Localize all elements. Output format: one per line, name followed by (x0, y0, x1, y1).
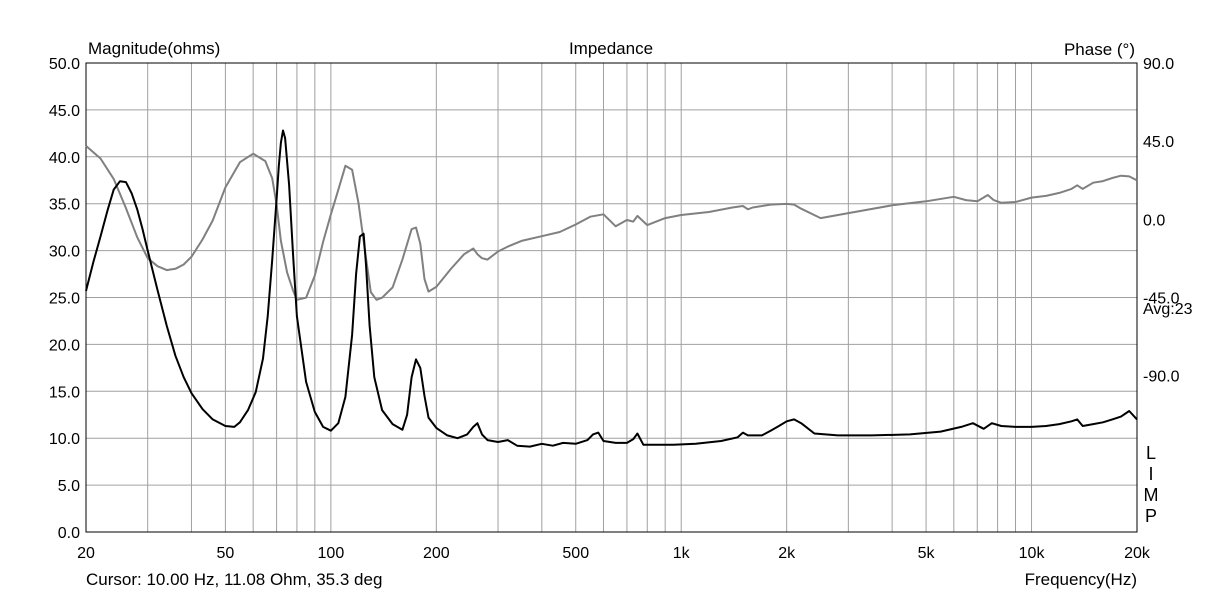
series-layer (85, 129, 1138, 448)
x-tick-label: 20 (77, 545, 95, 562)
y-right-tick-label: 90.0 (1143, 56, 1174, 73)
y-axis-right-title: Phase (°) (1064, 40, 1135, 59)
x-axis-title: Frequency(Hz) (1025, 570, 1137, 589)
y-left-tick-label: 45.0 (49, 103, 80, 120)
y-left-tick-label: 30.0 (49, 244, 80, 261)
y-right-tick-label: -90.0 (1143, 369, 1180, 386)
x-tick-label: 200 (423, 545, 450, 562)
x-tick-label: 1k (673, 545, 691, 562)
chart-title: Impedance (569, 39, 653, 58)
y-left-tick-label: 25.0 (49, 291, 80, 308)
y-left-tick-label: 15.0 (49, 384, 80, 401)
x-tick-label: 100 (318, 545, 345, 562)
y-axis-left-title: Magnitude(ohms) (88, 39, 220, 58)
x-tick-label: 2k (778, 545, 796, 562)
phase-line (85, 145, 1138, 301)
y-right-tick-label: 45.0 (1143, 134, 1174, 151)
side-letter: L (1146, 443, 1156, 463)
x-tick-label: 5k (918, 545, 936, 562)
axis-tick-labels: 20 50 100 200 500 1k 2k 5k 10k 20k 0.0 5.0 10.0 15.0 2… (49, 56, 1180, 562)
x-tick-label: 20k (1124, 545, 1151, 562)
grid-lines (86, 63, 1137, 532)
x-tick-label: 500 (562, 545, 589, 562)
x-tick-label: 10k (1019, 545, 1046, 562)
y-left-tick-label: 50.0 (49, 56, 80, 73)
cursor-readout: Cursor: 10.00 Hz, 11.08 Ohm, 35.3 deg (86, 570, 382, 589)
plot-area-frame (85, 62, 1138, 533)
y-left-tick-label: 20.0 (49, 337, 80, 354)
y-left-tick-label: 5.0 (58, 478, 80, 495)
y-left-tick-label: 0.0 (58, 525, 80, 542)
y-right-tick-label: 0.0 (1143, 212, 1165, 229)
side-letter: P (1145, 506, 1157, 526)
x-tick-label: 50 (217, 545, 235, 562)
side-letter: M (1144, 485, 1159, 505)
y-left-tick-label: 35.0 (49, 197, 80, 214)
y-right-tick-label: -45.0 (1143, 291, 1180, 308)
magnitude-line (85, 129, 1138, 448)
y-left-tick-label: 40.0 (49, 150, 80, 167)
average-annotation: Avg:23 (1143, 301, 1193, 318)
y-left-tick-label: 10.0 (49, 431, 80, 448)
side-letter: I (1148, 464, 1153, 484)
